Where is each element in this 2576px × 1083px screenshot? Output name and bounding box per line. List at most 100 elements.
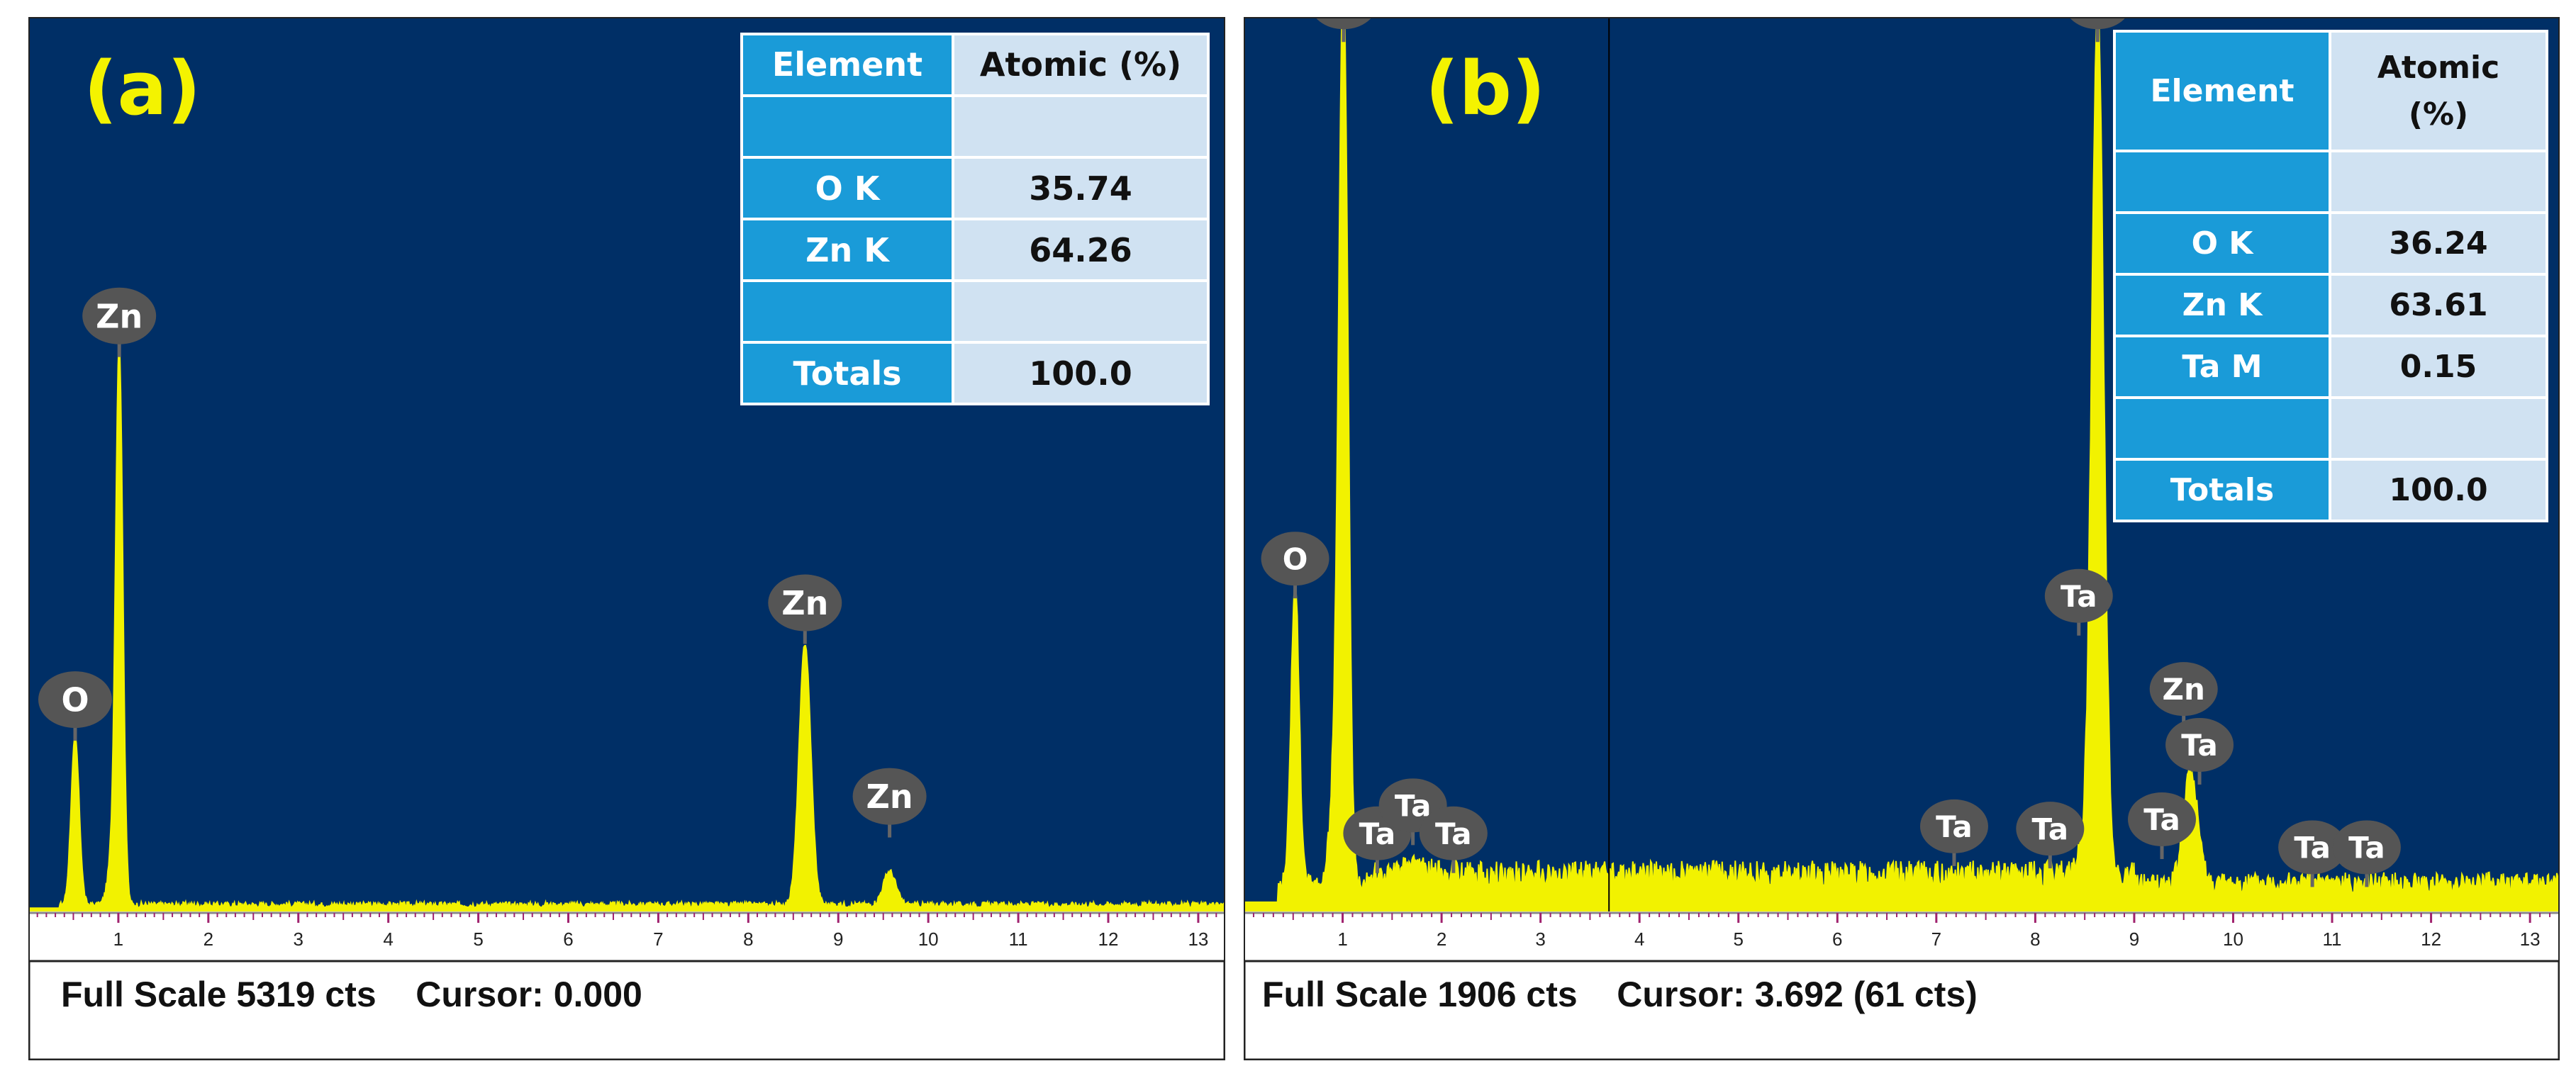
marker-label: Zn <box>866 778 913 816</box>
peak-marker-ta: Ta <box>2044 568 2113 636</box>
header-element: Element <box>2113 30 2331 152</box>
cell-element: Zn K <box>2113 273 2331 337</box>
x-tick-label: 13 <box>2520 928 2541 950</box>
cell-atomic <box>952 94 1210 159</box>
cell-element <box>2113 396 2331 461</box>
peak-marker-o: O <box>1261 532 1329 599</box>
panel-tag-b: (b) <box>1425 45 1546 132</box>
x-tick-label: 10 <box>918 928 939 950</box>
table-row <box>740 94 1210 159</box>
peak-marker-ta: Ta <box>2128 792 2197 860</box>
table-row <box>740 279 1210 344</box>
x-tick-label: 9 <box>833 928 843 950</box>
quant-table-b: Element Atomic (%) O K 36.24 Zn K 63.61 Ta M 0.… <box>2113 30 2548 522</box>
cell-element <box>2113 150 2331 214</box>
peak-marker-zn: Zn <box>82 287 157 357</box>
table-header-row: Element Atomic (%) <box>2113 30 2548 152</box>
marker-label: O <box>61 681 89 719</box>
cell-atomic: 63.61 <box>2329 273 2548 337</box>
marker-label: Ta <box>2061 579 2097 614</box>
cell-element: Zn K <box>740 218 954 282</box>
spectrum-panel-a: O Zn Zn Zn 1 2 3 4 5 6 7 8 9 10 11 12 13 (a) Element Atom… <box>28 17 1225 1060</box>
x-tick-label: 4 <box>383 928 393 950</box>
status-bar-a: Full Scale 5319 cts Cursor: 0.000 <box>61 975 642 1014</box>
x-tick-label: 6 <box>563 928 573 950</box>
x-tick-label: 1 <box>1337 928 1347 950</box>
table-row <box>2113 150 2548 214</box>
peak-marker-ta: Ta <box>2165 717 2234 785</box>
cell-atomic <box>2329 396 2548 461</box>
table-row <box>2113 396 2548 461</box>
status-bar-b: Full Scale 1906 cts Cursor: 3.692 (61 ct… <box>1262 975 1978 1014</box>
marker-label: Ta <box>1395 788 1432 823</box>
cell-atomic: 35.74 <box>952 156 1210 220</box>
marker-label: Zn <box>781 584 828 622</box>
table-row: O K 36.24 <box>2113 211 2548 276</box>
x-tick-label: 1 <box>113 928 123 950</box>
cell-element: O K <box>740 156 954 220</box>
table-row: Zn K 63.61 <box>2113 273 2548 337</box>
marker-label: Ta <box>1435 817 1472 851</box>
x-tick-label: 2 <box>1437 928 1446 950</box>
x-tick-label: 11 <box>1009 928 1028 950</box>
table-row: O K 35.74 <box>740 156 1210 220</box>
cell-element: O K <box>2113 211 2331 276</box>
marker-label: Ta <box>2181 728 2218 763</box>
x-tick-label: 6 <box>1832 928 1842 950</box>
cell-element: Ta M <box>2113 335 2331 399</box>
x-tick-label: 10 <box>2223 928 2243 950</box>
marker-label: Zn <box>2163 672 2205 707</box>
x-tick-label: 7 <box>653 928 663 950</box>
cell-atomic: 0.15 <box>2329 335 2548 399</box>
header-atomic: Atomic (%) <box>2329 30 2548 152</box>
cell-atomic <box>952 279 1210 344</box>
cell-element: Totals <box>2113 458 2331 522</box>
header-element: Element <box>740 33 954 97</box>
table-row: Ta M 0.15 <box>2113 335 2548 399</box>
x-tick-label: 4 <box>1634 928 1644 950</box>
table-row: Totals 100.0 <box>740 341 1210 405</box>
peak-marker-zn: Zn <box>2069 17 2126 43</box>
peak-marker-zn: Zn <box>1315 17 1373 43</box>
table-header-row: Element Atomic (%) <box>740 33 1210 97</box>
x-tick-label: 3 <box>294 928 303 950</box>
table-row: Zn K 64.26 <box>740 218 1210 282</box>
marker-label: O <box>1283 542 1308 576</box>
spectrum-trace <box>28 341 1225 912</box>
x-tick-label: 7 <box>1931 928 1941 950</box>
marker-label: Zn <box>2076 17 2119 20</box>
quant-table-a: Element Atomic (%) O K 35.74 Zn K 64.26 Totals… <box>740 33 1210 405</box>
peak-marker-ta: Ta <box>1919 799 1988 866</box>
x-tick-label: 5 <box>1734 928 1744 950</box>
x-tick-label: 12 <box>2421 928 2441 950</box>
header-atomic: Atomic (%) <box>952 33 1210 97</box>
marker-label: Ta <box>2032 812 2069 846</box>
peak-marker-ta: Ta <box>2016 802 2085 869</box>
x-tick-label: 8 <box>2030 928 2040 950</box>
x-tick-label: 8 <box>743 928 753 950</box>
cell-element: Totals <box>740 341 954 405</box>
x-tick-label: 5 <box>473 928 483 950</box>
marker-label: Zn <box>1322 17 1365 20</box>
x-tick-label: 2 <box>203 928 213 950</box>
marker-label: Ta <box>2294 831 2331 865</box>
x-tick-label: 12 <box>1098 928 1119 950</box>
cell-element <box>740 279 954 344</box>
x-tick-label: 3 <box>1535 928 1545 950</box>
peak-marker-ta: Ta <box>2278 820 2347 887</box>
spectrum-panel-b: OZnTaTaTaZnTaTaTaZnTaTaTaTa1234567891011… <box>1244 17 2560 1060</box>
marker-label: Ta <box>2348 831 2385 865</box>
x-tick-label: 9 <box>2129 928 2139 950</box>
marker-label: Ta <box>1936 809 1973 844</box>
cell-atomic: 36.24 <box>2329 211 2548 276</box>
marker-label: Zn <box>96 297 143 335</box>
cell-atomic: 64.26 <box>952 218 1210 282</box>
x-axis-area <box>1244 911 2560 961</box>
peak-marker-zn: Zn <box>768 574 842 644</box>
x-axis-area <box>28 911 1225 961</box>
peak-marker-ta: Ta <box>2332 820 2401 887</box>
spectrum-trace <box>1244 17 2560 912</box>
peak-marker-zn: Zn <box>852 768 927 838</box>
status-frame <box>1244 960 2560 1060</box>
status-frame <box>28 960 1225 1060</box>
